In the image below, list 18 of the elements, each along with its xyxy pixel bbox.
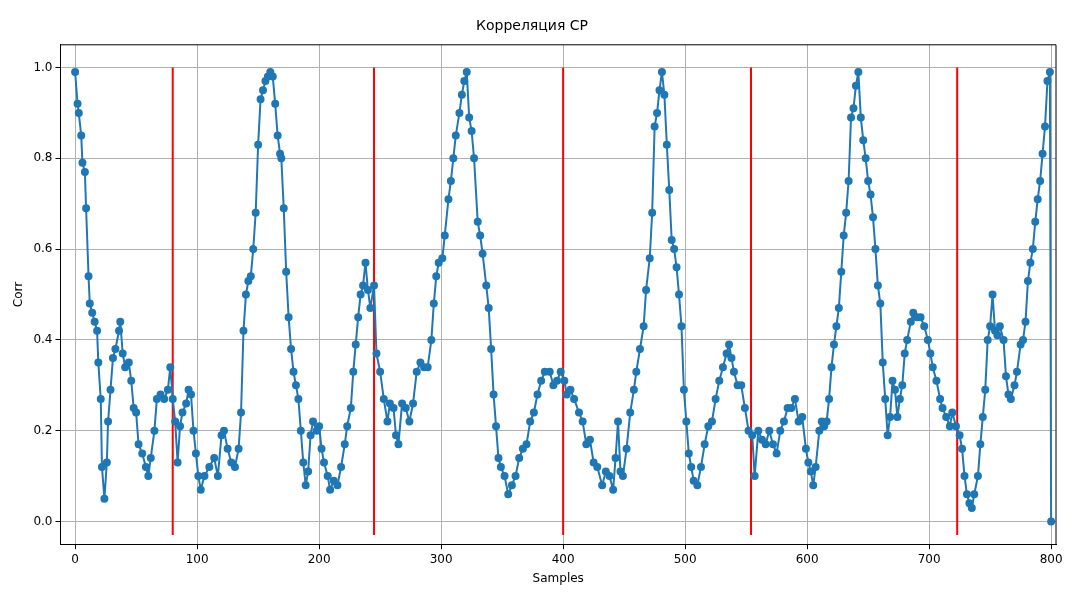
x-tick-label: 200 bbox=[307, 551, 331, 566]
x-tick-label: 300 bbox=[429, 551, 453, 566]
y-tick-label: 0.4 bbox=[33, 332, 53, 347]
y-tick-label: 0.2 bbox=[33, 422, 53, 437]
x-tick-label: 600 bbox=[795, 551, 819, 566]
y-tick-label: 1.0 bbox=[33, 59, 53, 74]
chart-title: Корреляция CP bbox=[476, 17, 588, 34]
x-tick-label: 800 bbox=[1039, 551, 1063, 566]
x-tick-label: 100 bbox=[185, 551, 209, 566]
y-axis-title: Corr bbox=[11, 281, 26, 308]
x-tick-label: 500 bbox=[673, 551, 697, 566]
y-tick-label: 0.8 bbox=[33, 150, 53, 165]
x-tick-label: 0 bbox=[71, 551, 79, 566]
x-tick-label: 700 bbox=[917, 551, 941, 566]
y-tick-label: 0.0 bbox=[33, 513, 53, 528]
x-tick-label: 400 bbox=[551, 551, 575, 566]
x-axis-title: Samples bbox=[532, 570, 584, 585]
y-tick-label: 0.6 bbox=[33, 241, 53, 256]
